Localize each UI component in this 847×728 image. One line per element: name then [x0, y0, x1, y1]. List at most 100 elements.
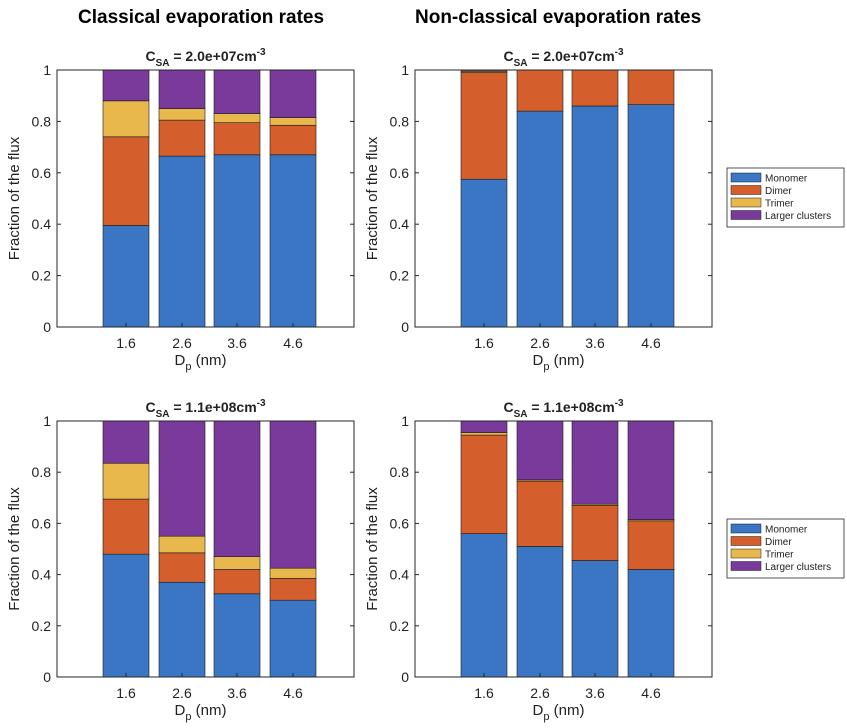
bar-segment-monomer-2.6: [516, 110, 564, 328]
y-axis-label: Fraction of the flux: [364, 487, 381, 611]
bar-segment-trimer-3.6: [213, 113, 261, 123]
axes-frame: [56, 420, 355, 678]
bar-segment-trimer-2.6: [158, 108, 206, 121]
bar-segment-trimer-1.6: [102, 100, 150, 138]
bar-segment-monomer-2.6: [516, 546, 564, 678]
y-tick-label: 0.4: [390, 567, 410, 583]
bar-segment-trimer-3.6: [213, 556, 261, 570]
x-tick-label: 4.6: [283, 335, 303, 351]
bar-segment-monomer-1.6: [102, 553, 150, 678]
bar-segment-dimer-1.6: [460, 434, 508, 534]
legend-swatch-dimer: [730, 185, 762, 195]
bar-segment-dimer-1.6: [102, 136, 150, 226]
bar-segment-monomer-1.6: [102, 225, 150, 328]
bar-segment-monomer-2.6: [158, 155, 206, 328]
x-axis-label: Dp (nm): [533, 702, 585, 723]
x-tick-label: 3.6: [585, 685, 605, 701]
x-tick-label: 2.6: [172, 335, 192, 351]
y-tick-label: 0.4: [32, 216, 52, 232]
bar-segment-monomer-2.6: [158, 581, 206, 678]
legend-label: Larger clusters: [765, 562, 831, 573]
x-axis-label: Dp (nm): [175, 352, 227, 373]
x-tick-label: 4.6: [641, 335, 661, 351]
legend-swatch-monomer: [730, 172, 762, 183]
legend-swatch-trimer: [730, 548, 762, 559]
bar-segment-dimer-4.6: [269, 124, 317, 156]
panel-title: CSA = 2.0e+07cm-3: [145, 47, 266, 69]
chart-panel-4: 0 0.2 0.4 0.6 0.8 1 1.6 2.6 3.6 4.6 CSA = 1.1e+08c…: [364, 398, 845, 723]
column-title-non-classical: Non-classical evaporation rates: [415, 7, 702, 28]
bar-segment-larger-clusters-4.6: [269, 69, 317, 118]
bar-segment-dimer-3.6: [213, 569, 261, 595]
y-tick-label: 0.6: [390, 165, 410, 181]
y-tick-label: 0.6: [32, 165, 52, 181]
y-tick-label: 0: [43, 669, 51, 685]
legend-label: Monomer: [765, 174, 808, 185]
panel-title: CSA = 2.0e+07cm-3: [503, 47, 624, 69]
x-tick-label: 2.6: [172, 685, 192, 701]
bar-segment-larger-clusters-2.6: [158, 69, 206, 109]
y-tick-label: 0: [401, 669, 409, 685]
bar-segment-larger-clusters-4.6: [627, 420, 675, 520]
y-tick-label: 1: [401, 62, 409, 78]
bar-segment-larger-clusters-4.6: [269, 420, 317, 569]
bar-segment-monomer-4.6: [627, 104, 675, 328]
bar-segment-larger-clusters-3.6: [213, 420, 261, 557]
y-tick-label: 0.2: [390, 268, 410, 284]
y-tick-label: 0: [401, 319, 409, 335]
y-tick-label: 0.8: [390, 464, 410, 480]
y-tick-label: 0.8: [32, 464, 52, 480]
chart-panel-2: 0 0.2 0.4 0.6 0.8 1 1.6 2.6 3.6 4.6 CSA = 2.0e+07c…: [364, 47, 845, 373]
bar-segment-monomer-1.6: [460, 533, 508, 678]
x-tick-label: 1.6: [474, 685, 494, 701]
legend-label: Dimer: [765, 537, 792, 548]
x-tick-label: 2.6: [530, 685, 550, 701]
legend-swatch-trimer: [730, 197, 762, 208]
legend-swatch-monomer: [730, 523, 762, 534]
bar-segment-trimer-4.6: [269, 117, 317, 126]
x-tick-label: 4.6: [641, 685, 661, 701]
bar-segment-dimer-3.6: [571, 505, 619, 561]
panel-title: CSA = 1.1e+08cm-3: [145, 398, 266, 420]
bar-segment-larger-clusters-3.6: [571, 420, 619, 505]
y-tick-label: 0.2: [32, 268, 52, 284]
y-tick-label: 0.6: [390, 515, 410, 531]
legend-label: Larger clusters: [765, 211, 831, 222]
bar-segment-larger-clusters-3.6: [213, 69, 261, 114]
y-axis-label: Fraction of the flux: [6, 136, 23, 260]
legend-label: Trimer: [765, 550, 794, 561]
x-tick-label: 3.6: [227, 685, 247, 701]
bar-segment-dimer-2.6: [158, 552, 206, 583]
bar-segment-dimer-2.6: [516, 69, 564, 112]
bar-segment-trimer-4.6: [269, 567, 317, 579]
bar-segment-dimer-2.6: [158, 119, 206, 157]
y-tick-label: 0.8: [32, 113, 52, 129]
x-tick-label: 1.6: [474, 335, 494, 351]
x-tick-label: 3.6: [585, 335, 605, 351]
bar-segment-monomer-3.6: [571, 560, 619, 678]
bar-segment-dimer-4.6: [627, 69, 675, 105]
legend-label: Monomer: [765, 525, 808, 536]
bar-segment-monomer-4.6: [269, 599, 317, 678]
bar-segment-larger-clusters-1.6: [460, 420, 508, 433]
bar-segment-monomer-3.6: [213, 154, 261, 328]
y-tick-label: 1: [401, 413, 409, 429]
y-axis-label: Fraction of the flux: [6, 487, 23, 611]
column-title-classical: Classical evaporation rates: [78, 7, 325, 28]
chart-panel-3: 0 0.2 0.4 0.6 0.8 1 1.6 2.6 3.6 4.6 CSA = 1.1e+08c…: [6, 398, 355, 723]
x-tick-label: 1.6: [116, 685, 136, 701]
axes-frame: [414, 69, 713, 328]
bar-segment-larger-clusters-2.6: [516, 420, 564, 481]
bar-segment-larger-clusters-2.6: [158, 420, 206, 537]
y-axis-label: Fraction of the flux: [364, 136, 381, 260]
bar-segment-dimer-2.6: [516, 480, 564, 547]
y-tick-label: 0.2: [32, 618, 52, 634]
bar-segment-monomer-1.6: [460, 178, 508, 328]
bar-segment-dimer-3.6: [571, 69, 619, 107]
chart-panel-1: 0 0.2 0.4 0.6 0.8 1 1.6 2.6 3.6 4.6 CSA = 2.0e+07c…: [6, 47, 355, 373]
bar-segment-monomer-3.6: [213, 593, 261, 678]
y-tick-label: 0.4: [32, 567, 52, 583]
